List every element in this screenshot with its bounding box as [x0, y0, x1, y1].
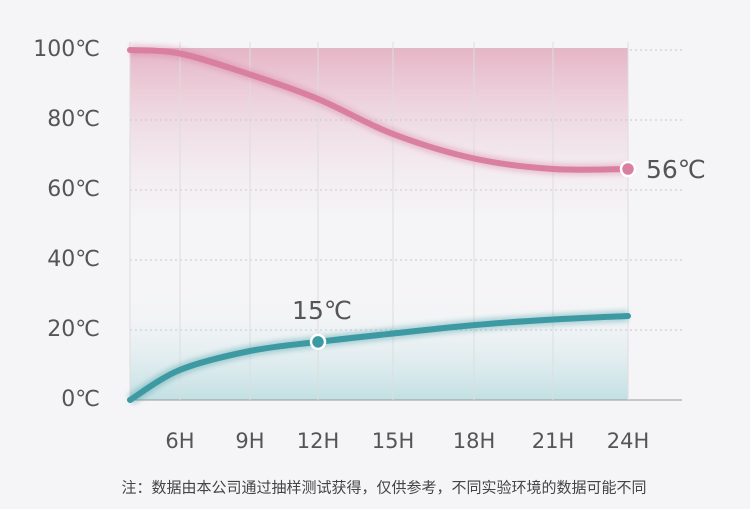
- point-marker: [619, 160, 637, 178]
- annotation: 15℃: [292, 296, 352, 325]
- x-tick-label: 24H: [607, 429, 650, 453]
- line: [127, 47, 631, 173]
- y-tick-label: 0℃: [61, 387, 100, 412]
- hot-zone: [130, 48, 628, 248]
- x-tick-label: 12H: [297, 429, 340, 453]
- y-tick-label: 40℃: [47, 247, 100, 272]
- x-tick-label: 21H: [532, 429, 575, 453]
- cold-zone: [130, 290, 628, 400]
- footnote: 注：数据由本公司通过抽样测试获得，仅供参考，不同实验环境的数据可能不同: [121, 479, 646, 497]
- x-tick-label: 9H: [235, 429, 264, 453]
- y-tick-label: 80℃: [47, 107, 100, 132]
- y-tick-label: 100℃: [33, 37, 100, 62]
- y-tick-label: 60℃: [47, 177, 100, 202]
- point-marker: [309, 333, 327, 351]
- line: [127, 313, 631, 403]
- x-tick-label: 15H: [372, 429, 415, 453]
- x-tick-label: 6H: [165, 429, 194, 453]
- x-tick-label: 18H: [453, 429, 496, 453]
- y-tick-label: 20℃: [47, 317, 100, 342]
- annotation: 56℃: [646, 155, 706, 184]
